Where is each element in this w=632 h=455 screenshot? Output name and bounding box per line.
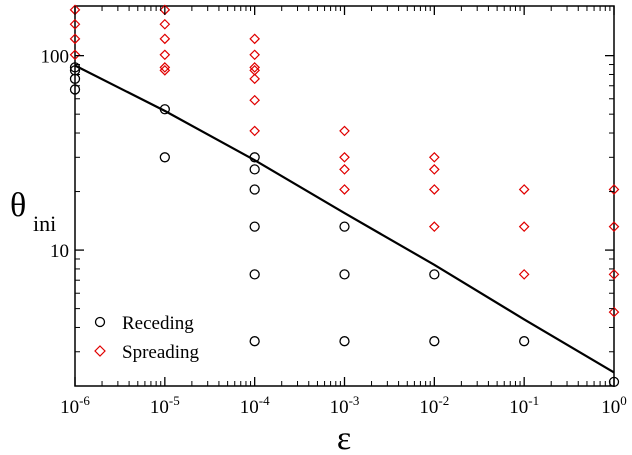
point-receding	[429, 336, 440, 347]
point-receding	[519, 336, 530, 347]
point-receding	[69, 84, 81, 95]
point-spreading	[608, 306, 620, 318]
point-spreading	[69, 18, 81, 30]
point-receding	[339, 336, 350, 347]
point-spreading	[339, 125, 350, 137]
point-receding	[249, 164, 260, 175]
point-spreading	[518, 184, 530, 195]
point-receding	[249, 152, 260, 163]
point-spreading	[339, 151, 350, 163]
point-spreading	[608, 184, 620, 195]
legend-label-spreading: Spreading	[122, 342, 200, 363]
point-receding	[249, 336, 260, 347]
point-spreading	[159, 33, 171, 45]
point-spreading	[428, 151, 440, 163]
legend: Receding Spreading	[94, 313, 200, 363]
point-spreading	[249, 125, 261, 137]
x-tick-label: 100	[601, 393, 627, 418]
y-axis-title: θ ini	[10, 187, 56, 236]
y-tick-label: 10	[50, 241, 69, 262]
point-receding	[249, 269, 260, 280]
point-receding	[339, 221, 350, 232]
point-spreading	[608, 221, 620, 232]
point-spreading	[249, 73, 261, 85]
tick-layer: 10-6 10-5 10-4 10-3 10-2 10-1 100 10 100	[41, 6, 627, 418]
data-points-layer	[69, 4, 620, 388]
point-receding	[249, 221, 260, 232]
point-spreading	[249, 49, 261, 61]
point-spreading	[249, 62, 261, 73]
point-spreading	[249, 33, 261, 45]
point-spreading	[159, 49, 171, 61]
y-tick-label: 100	[41, 47, 70, 68]
point-spreading	[339, 184, 350, 195]
point-spreading	[159, 65, 171, 76]
point-receding	[339, 269, 350, 280]
point-receding	[429, 269, 440, 280]
point-spreading	[608, 269, 620, 280]
point-spreading	[249, 94, 261, 106]
y-axis-title-sub: ini	[33, 211, 56, 236]
point-spreading	[159, 18, 171, 30]
x-tick-label: 10-3	[330, 393, 360, 418]
point-spreading	[428, 221, 440, 232]
point-spreading	[428, 164, 440, 175]
x-tick-label: 10-2	[419, 393, 449, 418]
point-spreading	[518, 221, 530, 232]
y-axis-title-main: θ	[10, 187, 26, 224]
point-spreading	[159, 62, 171, 73]
x-tick-label: 10-1	[509, 393, 539, 418]
legend-marker-spreading	[94, 345, 106, 357]
fit-line-layer	[74, 64, 615, 374]
point-receding	[249, 184, 260, 195]
point-spreading	[428, 184, 440, 195]
point-receding	[159, 152, 170, 163]
point-spreading	[69, 49, 81, 61]
fit-line	[74, 64, 615, 374]
legend-marker-receding	[94, 316, 106, 328]
point-receding	[159, 104, 170, 115]
x-tick-label: 10-5	[150, 393, 180, 418]
point-spreading	[339, 164, 350, 175]
point-spreading	[69, 33, 81, 45]
x-tick-label: 10-4	[240, 393, 270, 418]
legend-label-receding: Receding	[122, 313, 194, 334]
x-axis-title: ε	[337, 420, 351, 455]
point-spreading	[518, 269, 530, 280]
point-receding	[69, 62, 81, 73]
x-tick-label: 10-6	[60, 393, 90, 418]
